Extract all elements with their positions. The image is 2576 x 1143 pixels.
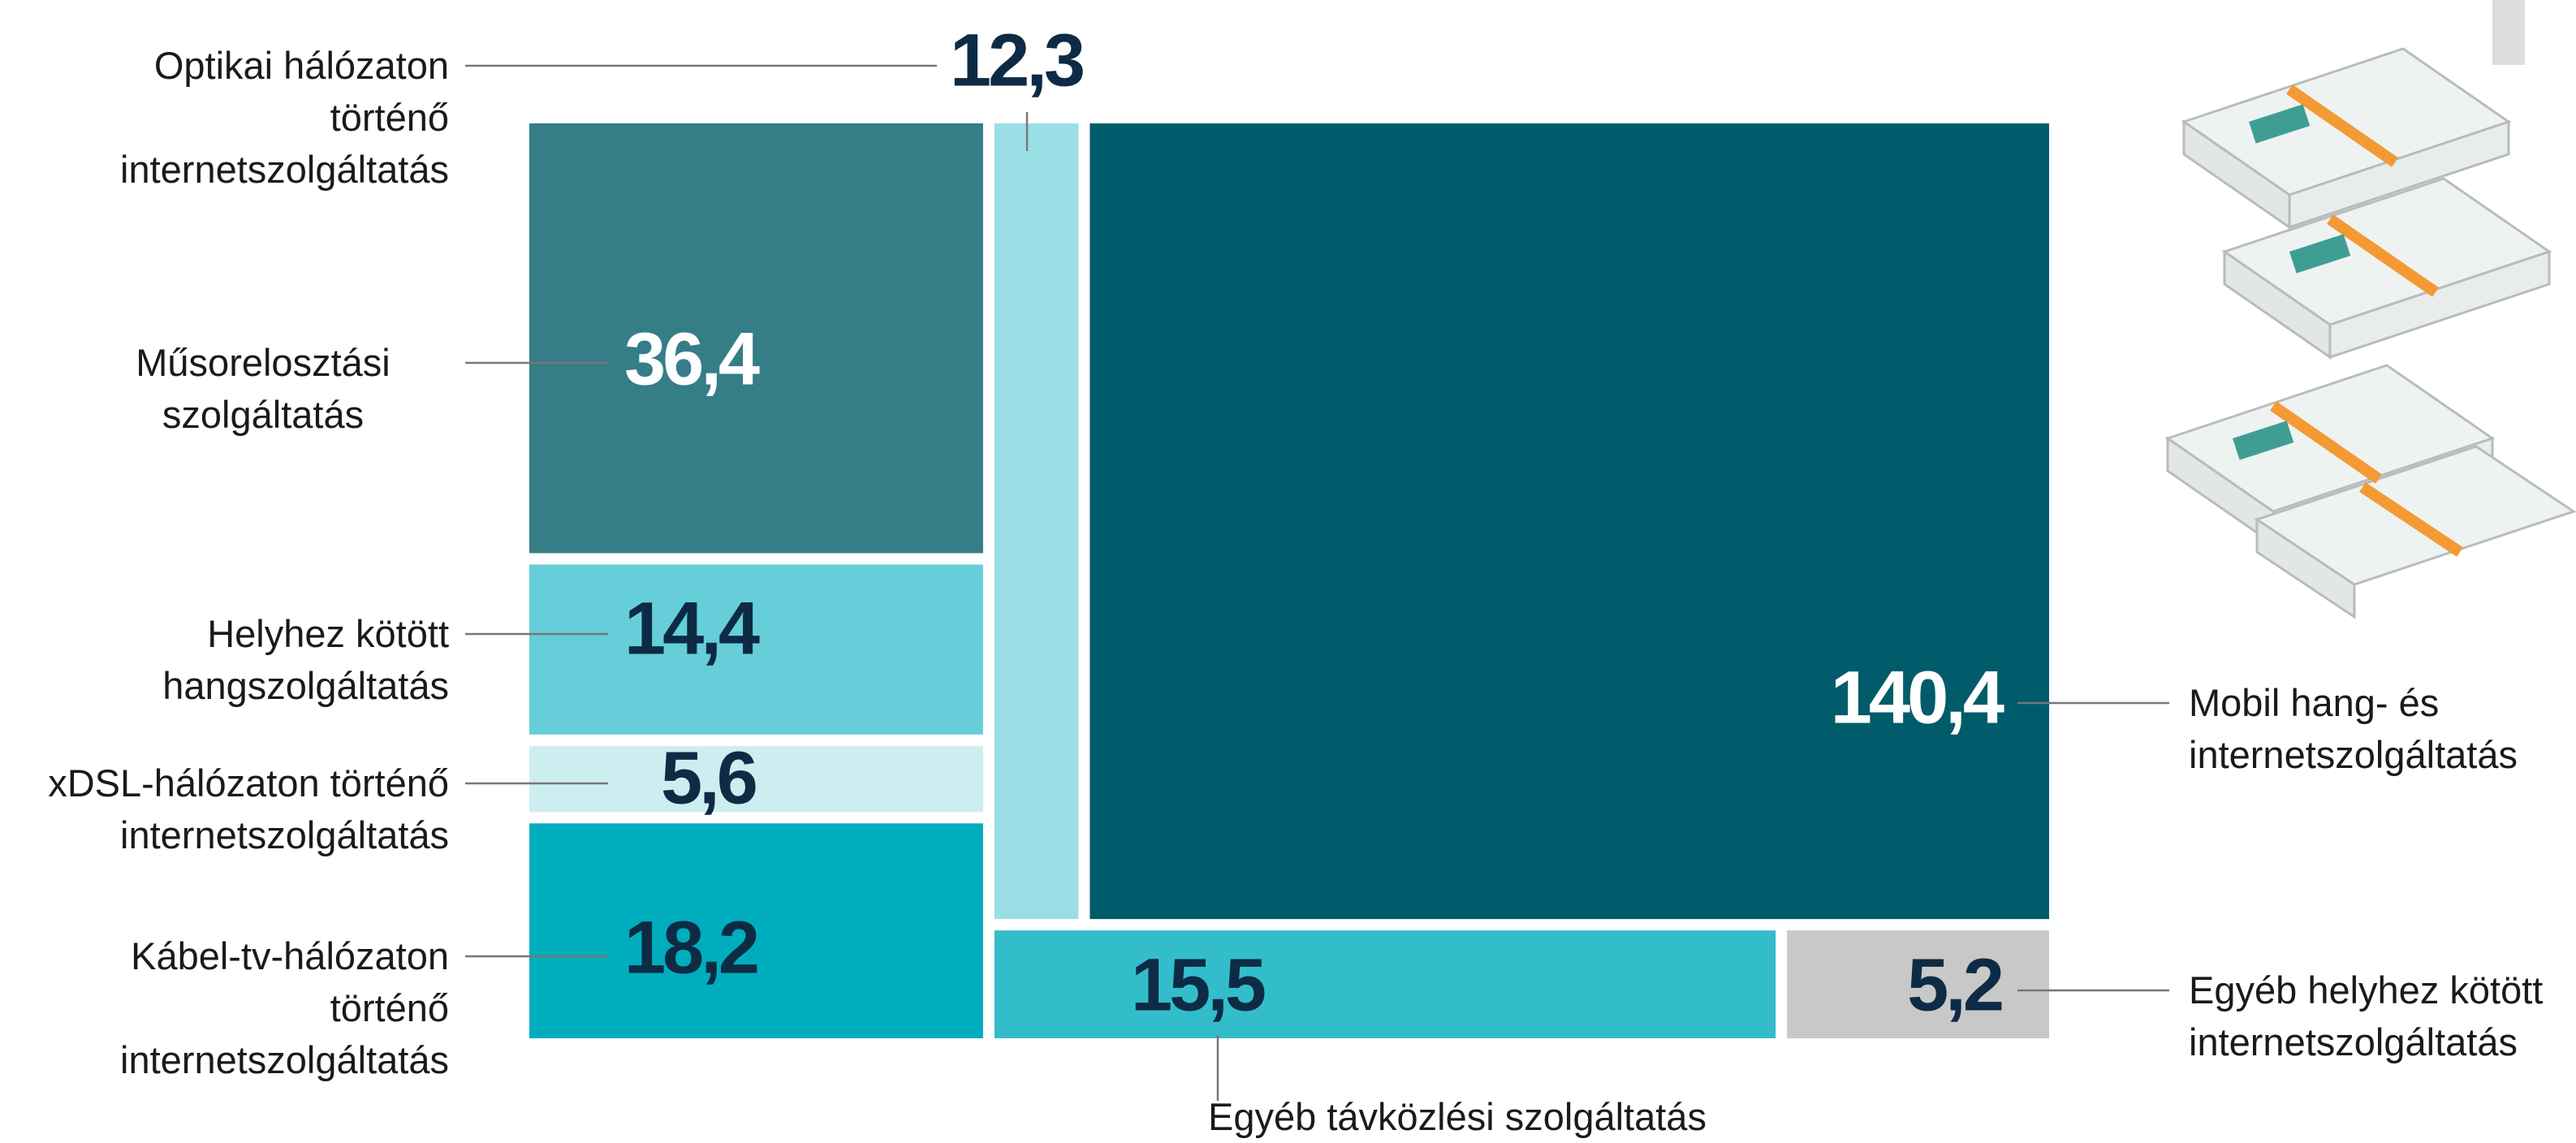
page: {"chart_data": {"type": "treemap", "cate… xyxy=(0,0,2576,1142)
value-label: 15,5 xyxy=(1131,943,1265,1026)
treemap-cell xyxy=(995,123,1079,919)
category-label: Helyhez kötött hangszolgáltatás xyxy=(92,608,449,712)
value-label: 14,4 xyxy=(624,587,760,670)
value-label: 18,2 xyxy=(624,906,757,989)
treemap-cell xyxy=(529,746,983,812)
category-label: Műsorelosztási szolgáltatás xyxy=(101,337,425,441)
value-label: 36,4 xyxy=(624,317,760,400)
treemap-cell xyxy=(995,930,1776,1038)
category-label: Egyéb helyhez kötött internetszolgáltatá… xyxy=(2189,964,2575,1068)
treemap-cell xyxy=(1090,123,2049,919)
value-label: 5,6 xyxy=(661,736,756,819)
category-label: Optikai hálózaton történő internetszolgá… xyxy=(92,40,449,196)
value-label: 12,3 xyxy=(950,19,1083,101)
money-illustration xyxy=(2168,0,2574,617)
category-label: Mobil hang- és internetszolgáltatás xyxy=(2189,677,2562,781)
tower-decoration xyxy=(2492,0,2525,65)
category-label: xDSL-hálózaton történő internetszolgálta… xyxy=(0,757,449,861)
category-label: Egyéb távközlési szolgáltatás xyxy=(1208,1091,2182,1143)
value-label: 5,2 xyxy=(1907,943,2002,1026)
category-label: Kábel-tv-hálózaton történő internetszolg… xyxy=(92,930,449,1086)
value-label: 140,4 xyxy=(1831,656,2004,739)
